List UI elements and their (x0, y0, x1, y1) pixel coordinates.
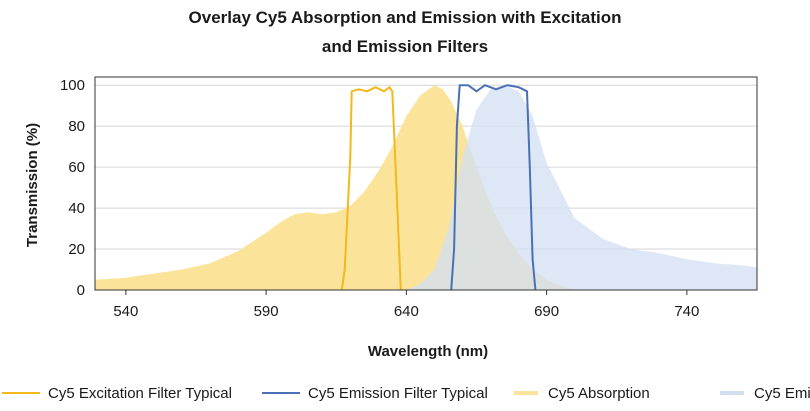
legend-label: Cy5 Emission (754, 385, 810, 402)
chart-title-line-1: Overlay Cy5 Absorption and Emission with… (189, 8, 622, 27)
y-axis-ticks: 0 20 40 60 80 100 (60, 77, 85, 299)
plot-frame (94, 76, 758, 291)
x-tick-label: 740 (674, 303, 699, 320)
x-tick-label: 540 (113, 303, 138, 320)
legend-swatch (720, 391, 744, 395)
y-tick-label: 0 (77, 282, 85, 299)
legend-swatch (514, 391, 538, 395)
x-tick-label: 640 (394, 303, 419, 320)
legend-label: Cy5 Absorption (548, 385, 650, 402)
series-area-cy5-emission (406, 85, 757, 290)
series-line-cy5-excitation-filter-typical (340, 86, 402, 291)
y-tick-label: 60 (68, 159, 85, 176)
y-axis-label: Transmission (%) (24, 123, 41, 247)
legend: Cy5 Excitation Filter Typical Cy5 Emissio… (2, 385, 810, 402)
legend-label: Cy5 Emission Filter Typical (308, 385, 488, 402)
x-tick-label: 590 (254, 303, 279, 320)
chart-title-line-2: and Emission Filters (322, 37, 488, 56)
x-axis-label: Wavelength (nm) (368, 343, 488, 360)
y-tick-label: 40 (68, 200, 85, 217)
series-line-cy5-emission-filter-typical (450, 84, 537, 291)
x-tick-label: 690 (534, 303, 559, 320)
y-tick-label: 100 (60, 77, 85, 94)
y-tick-label: 20 (68, 241, 85, 258)
legend-label: Cy5 Excitation Filter Typical (48, 385, 232, 402)
series-lines (340, 84, 537, 291)
series-areas (95, 85, 757, 290)
y-tick-label: 80 (68, 118, 85, 135)
x-axis-ticks: 540 590 640 690 740 (113, 290, 699, 320)
